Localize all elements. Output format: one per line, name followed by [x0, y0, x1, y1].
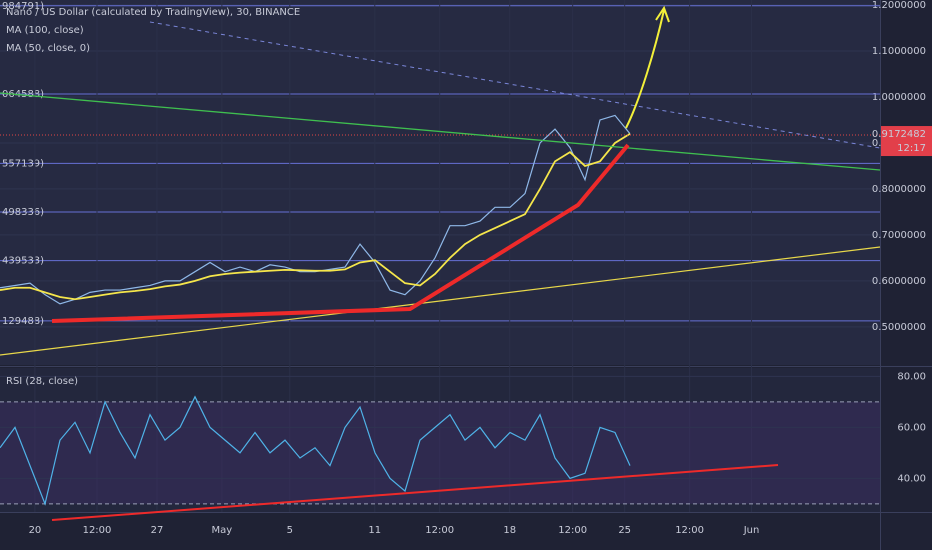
y-tick-label: 0.6000000 [872, 276, 926, 287]
y-tick-label: 1.2000000 [872, 0, 926, 11]
series-line [0, 133, 631, 301]
last-price-label: 0.9172482 [872, 129, 926, 140]
x-tick-label: 12:00 [675, 525, 704, 536]
y-tick-label: 60.00 [897, 422, 926, 433]
countdown-label: 12:17 [897, 143, 926, 154]
level-label: 129488) [2, 316, 44, 327]
rsi-band [0, 401, 880, 504]
projection-arrow [625, 9, 665, 129]
x-tick-label: 12:00 [558, 525, 587, 536]
y-tick-label: 1.0000000 [872, 92, 926, 103]
red-trendline [51, 143, 630, 323]
plot-layer: 1.20000001.10000001.00000000.90000000.80… [0, 0, 932, 536]
series-line [0, 114, 631, 305]
y-tick-label: 0.5000000 [872, 322, 926, 333]
last-price-tag [881, 126, 932, 157]
arrow-head [655, 5, 670, 23]
dashed-trendline [149, 21, 881, 149]
rsi-title: RSI (28, close) [6, 376, 78, 387]
indicator-label: MA (50, close, 0) [6, 43, 90, 54]
y-tick-label: 0.8000000 [872, 184, 926, 195]
x-tick-label: 25 [618, 525, 631, 536]
x-tick-label: 27 [151, 525, 164, 536]
y-tick-label: 1.1000000 [872, 46, 926, 57]
x-tick-label: 20 [29, 525, 42, 536]
drawings [0, 5, 881, 521]
series-line [0, 395, 631, 506]
rsi-trendline [51, 464, 779, 521]
green-trendline [0, 92, 881, 171]
level-label: 498336) [2, 207, 44, 218]
y-tick-label: 40.00 [897, 473, 926, 484]
x-tick-label: 12:00 [425, 525, 454, 536]
level-label: 557139) [2, 158, 44, 169]
y-tick-label: 80.00 [897, 371, 926, 382]
x-tick-label: 5 [287, 525, 293, 536]
level-label: 984791) [2, 1, 44, 12]
x-tick-label: 12:00 [83, 525, 112, 536]
level-label: 439533) [2, 256, 44, 267]
yellow-trendline [0, 246, 881, 356]
y-tick-label: 0.7000000 [872, 230, 926, 241]
x-tick-label: 18 [503, 525, 516, 536]
x-tick-label: 11 [368, 525, 381, 536]
chart-title: Nano / US Dollar (calculated by TradingV… [6, 7, 300, 18]
x-tick-label: Jun [743, 525, 760, 536]
indicator-label: MA (100, close) [6, 25, 84, 36]
x-tick-label: May [212, 525, 233, 536]
